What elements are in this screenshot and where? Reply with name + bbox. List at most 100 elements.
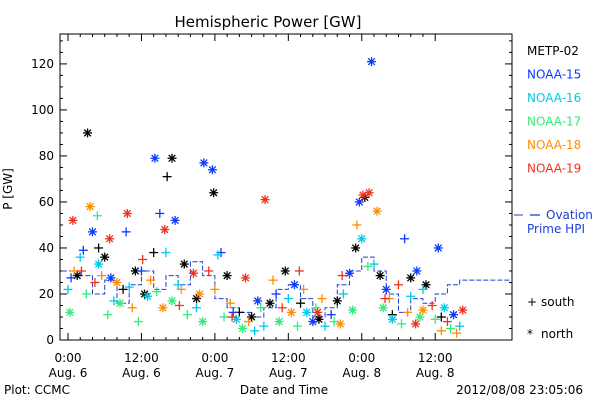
- metp-02-north-point: [222, 271, 232, 281]
- y-tick-label: 20: [39, 287, 54, 301]
- noaa-16-south-point: [161, 248, 171, 258]
- noaa-19-north-point: [122, 208, 132, 218]
- metp-02-south-point: [149, 248, 159, 258]
- noaa-15-north-point: [381, 284, 391, 294]
- noaa-15-north-point: [207, 165, 217, 175]
- y-tick-label: 0: [46, 333, 54, 347]
- marker-legend-north-label: north: [541, 327, 573, 341]
- noaa-17-south-point: [293, 321, 302, 331]
- noaa-17-north-point: [378, 303, 388, 313]
- noaa-17-north-point: [237, 323, 247, 333]
- noaa-16-south-point: [259, 321, 269, 331]
- noaa-15-south-point: [78, 245, 88, 255]
- plot-timestamp: 2012/08/08 23:05:06: [456, 383, 583, 397]
- y-axis-label: P [GW]: [1, 168, 15, 210]
- y-tick-label: 60: [39, 195, 54, 209]
- noaa-16-north-point: [439, 303, 449, 313]
- noaa-15-south-point: [66, 273, 76, 283]
- noaa-19-north-point: [364, 188, 374, 198]
- metp-02-north-point: [375, 271, 385, 281]
- y-tick-label: 100: [31, 103, 54, 117]
- noaa-19-south-point: [442, 317, 452, 327]
- noaa-16-north-point: [143, 291, 153, 301]
- x-tick-label-date: Aug. 6: [49, 366, 88, 380]
- noaa-17-south-point: [103, 310, 113, 320]
- noaa-15-north-point: [150, 153, 160, 163]
- noaa-15-south-point: [400, 234, 410, 244]
- noaa-15-north-point: [367, 57, 377, 67]
- chart-title: Hemispheric Power [GW]: [175, 13, 362, 31]
- x-tick-label-time: 0:00: [348, 351, 375, 365]
- noaa-19-north-point: [188, 268, 198, 278]
- legend-hpi-label-line2: Prime HPI: [527, 222, 585, 236]
- noaa-16-south-point: [173, 280, 183, 290]
- noaa-15-north-point: [433, 243, 443, 253]
- metp-02-south-point: [296, 298, 306, 308]
- noaa-18-north-point: [335, 319, 345, 329]
- x-tick-label-time: 12:00: [271, 351, 306, 365]
- noaa-16-south-point: [338, 289, 348, 299]
- noaa-16-south-point: [124, 282, 134, 292]
- metp-02-north-point: [100, 252, 110, 262]
- plot-frame: [59, 33, 513, 341]
- x-axis-label: Date and Time: [240, 383, 328, 397]
- noaa-17-north-point: [415, 312, 425, 322]
- noaa-15-north-point: [199, 158, 209, 168]
- legend-noaa-16: NOAA-16: [527, 91, 581, 105]
- noaa-15-north-point: [308, 317, 318, 327]
- noaa-15-south-point: [155, 208, 165, 218]
- metp-02-south-point: [118, 284, 128, 294]
- metp-02-north-point: [83, 128, 93, 138]
- noaa-16-south-point: [406, 291, 416, 301]
- metp-02-north-point: [209, 188, 219, 198]
- noaa-16-south-point: [283, 294, 293, 304]
- noaa-17-south-point: [133, 317, 143, 327]
- metp-02-north-point: [351, 243, 361, 253]
- x-tick-label-time: 12:00: [124, 351, 159, 365]
- noaa-17-south-point: [446, 323, 455, 333]
- noaa-19-south-point: [427, 300, 437, 310]
- noaa-15-south-point: [228, 307, 238, 317]
- noaa-16-south-point: [369, 259, 379, 269]
- x-tick-label-date: Aug. 7: [196, 366, 235, 380]
- noaa-17-south-point: [152, 287, 162, 297]
- noaa-17-south-point: [363, 261, 373, 271]
- metp-02-north-point: [421, 280, 431, 290]
- marker-legend-south-symbol: +: [527, 295, 537, 309]
- noaa-17-south-point: [397, 319, 407, 329]
- x-tick-label-time: 0:00: [55, 351, 82, 365]
- ovation-hpi-line: [61, 256, 512, 318]
- noaa-18-south-point: [352, 220, 362, 230]
- noaa-16-south-point: [213, 250, 223, 260]
- noaa-19-north-point: [160, 225, 170, 235]
- noaa-15-north-point: [87, 227, 97, 237]
- metp-02-north-point: [332, 296, 342, 306]
- noaa-19-north-point: [458, 305, 468, 315]
- noaa-16-south-point: [320, 321, 330, 331]
- noaa-18-north-point: [418, 305, 428, 315]
- noaa-19-north-point: [260, 195, 270, 205]
- legend-metp-02: METP-02: [527, 44, 579, 58]
- noaa-16-south-point: [75, 252, 85, 262]
- noaa-18-north-point: [372, 206, 382, 216]
- y-tick-label: 40: [39, 241, 54, 255]
- noaa-16-north-point: [357, 234, 367, 244]
- noaa-18-north-point: [158, 303, 168, 313]
- noaa-15-north-point: [289, 280, 299, 290]
- noaa-17-south-point: [430, 314, 440, 324]
- metp-02-north-point: [265, 298, 275, 308]
- x-tick-label-date: Aug. 6: [122, 366, 161, 380]
- noaa-18-south-point: [436, 326, 446, 336]
- metp-02-north-point: [406, 273, 416, 283]
- noaa-16-south-point: [192, 303, 202, 313]
- data-markers: [63, 57, 468, 338]
- noaa-17-north-point: [167, 296, 177, 306]
- noaa-15-south-point: [121, 227, 131, 237]
- marker-legend-north-symbol: *: [527, 327, 533, 341]
- noaa-15-north-point: [412, 266, 422, 276]
- noaa-19-north-point: [105, 234, 115, 244]
- legend-noaa-18: NOAA-18: [527, 138, 581, 152]
